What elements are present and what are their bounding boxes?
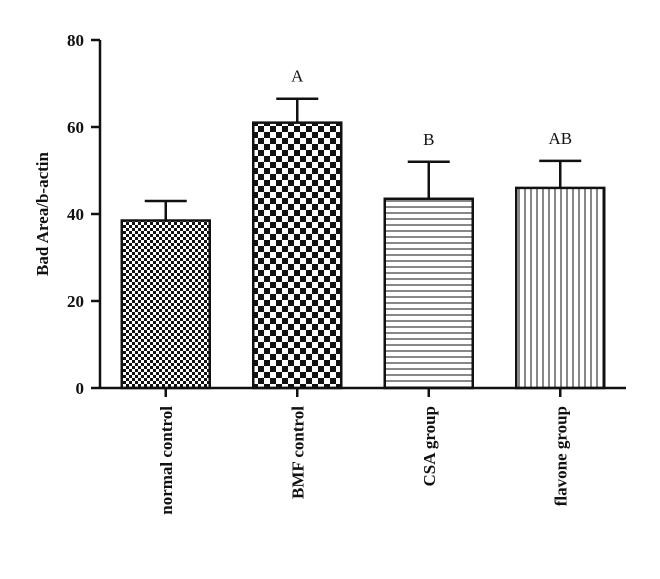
x-tick-label: BMF control bbox=[288, 406, 307, 499]
significance-label: A bbox=[291, 67, 304, 86]
bar-group bbox=[120, 199, 211, 390]
y-tick-label: 40 bbox=[67, 205, 84, 224]
y-tick-label: 60 bbox=[67, 118, 84, 137]
x-axis: normal control BMF control CSA group flavon… bbox=[100, 386, 626, 515]
bar-group: B bbox=[383, 130, 474, 390]
bar bbox=[515, 186, 606, 390]
x-tick-label: CSA group bbox=[420, 406, 439, 486]
bar bbox=[120, 219, 211, 390]
x-tick-label: normal control bbox=[157, 406, 176, 515]
y-tick-label: 80 bbox=[67, 31, 84, 50]
y-tick-label: 0 bbox=[76, 379, 85, 398]
x-tick-label: flavone group bbox=[551, 406, 570, 506]
bar bbox=[252, 121, 343, 390]
bar-group: A bbox=[252, 67, 343, 390]
bar bbox=[383, 197, 474, 390]
significance-label: AB bbox=[548, 129, 572, 148]
y-tick-label: 20 bbox=[67, 292, 84, 311]
y-axis: 0 20 40 60 80 bbox=[67, 31, 102, 398]
y-axis-title: Bad Area/b-actin bbox=[33, 152, 52, 276]
significance-label: B bbox=[423, 130, 434, 149]
bar-group: AB bbox=[515, 129, 606, 390]
bars: AB AB bbox=[120, 67, 606, 390]
